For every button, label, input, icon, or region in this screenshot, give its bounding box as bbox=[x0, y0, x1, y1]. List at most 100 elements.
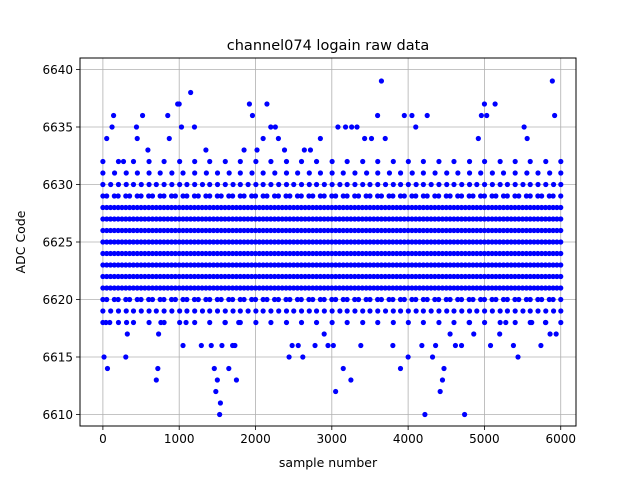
data-point bbox=[413, 193, 419, 199]
data-point bbox=[458, 262, 465, 268]
data-point bbox=[123, 308, 129, 314]
data-point bbox=[217, 411, 223, 418]
data-point bbox=[222, 250, 228, 257]
data-point bbox=[539, 262, 545, 268]
data-point bbox=[535, 227, 541, 234]
data-point bbox=[520, 308, 526, 314]
data-point bbox=[264, 193, 270, 199]
data-point bbox=[519, 273, 526, 280]
data-point bbox=[195, 204, 201, 211]
data-point bbox=[279, 204, 285, 211]
data-point bbox=[161, 308, 167, 314]
data-point bbox=[516, 239, 522, 245]
data-point bbox=[149, 296, 156, 303]
data-point bbox=[249, 296, 255, 303]
data-point bbox=[344, 181, 350, 188]
data-point bbox=[462, 262, 468, 268]
data-point bbox=[252, 216, 259, 222]
data-point bbox=[367, 285, 373, 291]
data-point bbox=[504, 250, 510, 257]
data-point bbox=[405, 319, 411, 326]
data-point bbox=[169, 308, 175, 314]
data-point bbox=[149, 262, 156, 268]
data-point bbox=[260, 135, 266, 142]
data-point bbox=[493, 227, 499, 234]
data-point bbox=[493, 204, 499, 211]
data-point bbox=[165, 112, 171, 119]
data-point bbox=[260, 239, 266, 245]
data-point bbox=[207, 262, 213, 268]
data-point bbox=[272, 124, 278, 130]
data-point bbox=[134, 204, 140, 211]
data-point bbox=[428, 204, 434, 211]
data-point bbox=[275, 239, 281, 245]
data-point bbox=[145, 147, 151, 153]
data-point bbox=[378, 227, 385, 234]
data-point bbox=[470, 204, 476, 211]
data-point bbox=[451, 239, 457, 245]
data-point bbox=[191, 124, 198, 130]
data-point bbox=[317, 285, 323, 291]
data-point bbox=[317, 193, 323, 199]
data-point bbox=[333, 388, 339, 395]
data-point bbox=[333, 273, 339, 280]
data-point bbox=[352, 227, 358, 234]
data-point bbox=[157, 239, 163, 245]
data-point bbox=[428, 239, 434, 245]
data-point bbox=[447, 273, 453, 280]
data-point bbox=[455, 216, 461, 222]
data-point bbox=[466, 262, 472, 268]
data-point bbox=[172, 239, 178, 245]
data-point bbox=[230, 193, 236, 199]
data-point bbox=[478, 193, 484, 199]
data-point bbox=[306, 216, 312, 222]
data-point bbox=[260, 296, 266, 303]
data-point bbox=[424, 296, 430, 303]
data-point bbox=[203, 227, 209, 234]
data-point bbox=[127, 193, 133, 199]
data-point bbox=[451, 250, 457, 257]
data-point bbox=[138, 308, 144, 314]
data-point bbox=[104, 204, 110, 211]
data-point bbox=[409, 262, 415, 268]
data-point bbox=[317, 296, 323, 303]
data-point bbox=[371, 250, 377, 257]
data-point bbox=[107, 250, 114, 257]
data-point bbox=[153, 285, 159, 291]
data-point bbox=[253, 308, 259, 314]
data-point bbox=[413, 296, 419, 303]
y-tick-label: 6620 bbox=[42, 293, 73, 307]
data-point bbox=[401, 285, 407, 291]
data-point bbox=[359, 204, 365, 211]
data-point bbox=[405, 273, 411, 280]
data-point bbox=[348, 250, 354, 257]
data-point bbox=[413, 124, 419, 130]
data-point bbox=[195, 227, 201, 234]
data-point bbox=[344, 308, 350, 314]
data-point bbox=[558, 193, 564, 199]
data-point bbox=[329, 204, 335, 211]
data-point bbox=[497, 285, 503, 291]
data-point bbox=[115, 262, 121, 268]
data-point bbox=[233, 216, 240, 222]
data-point bbox=[436, 181, 442, 188]
data-point bbox=[416, 239, 423, 245]
data-point bbox=[527, 193, 533, 199]
data-point bbox=[271, 216, 278, 222]
data-point bbox=[146, 204, 152, 211]
data-point bbox=[302, 285, 308, 291]
data-point bbox=[497, 273, 503, 280]
axis-ticks: 0 1000 2000 3000 4000 5000 6000 6610 6615 6620 662… bbox=[42, 63, 576, 446]
data-point bbox=[336, 227, 343, 234]
data-point bbox=[481, 239, 488, 245]
data-point bbox=[355, 296, 362, 303]
data-point bbox=[504, 273, 510, 280]
data-point bbox=[298, 158, 305, 165]
data-point bbox=[458, 250, 465, 257]
data-point bbox=[386, 273, 392, 280]
data-point bbox=[271, 250, 278, 257]
data-point bbox=[443, 204, 449, 211]
data-point bbox=[497, 239, 503, 245]
data-point bbox=[249, 204, 255, 211]
data-point bbox=[489, 170, 495, 176]
